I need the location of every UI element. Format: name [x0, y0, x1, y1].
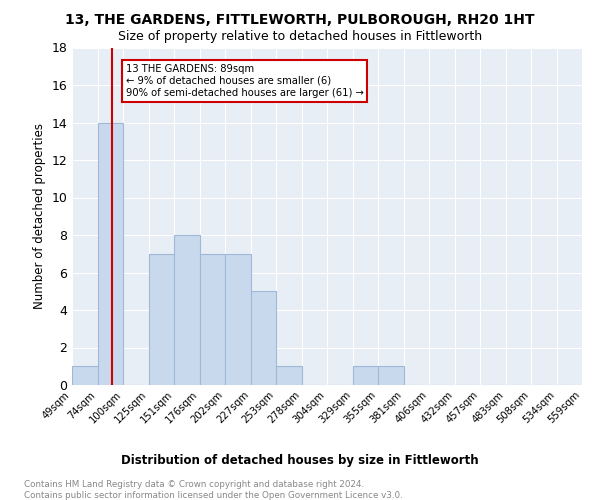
- Bar: [276, 366, 302, 385]
- Bar: [149, 254, 174, 385]
- Text: 13, THE GARDENS, FITTLEWORTH, PULBOROUGH, RH20 1HT: 13, THE GARDENS, FITTLEWORTH, PULBOROUGH…: [65, 12, 535, 26]
- Bar: [174, 235, 199, 385]
- Y-axis label: Number of detached properties: Number of detached properties: [33, 123, 46, 309]
- Bar: [199, 254, 225, 385]
- Bar: [97, 122, 123, 385]
- Text: Contains public sector information licensed under the Open Government Licence v3: Contains public sector information licen…: [24, 491, 403, 500]
- Bar: [251, 291, 276, 385]
- Bar: [378, 366, 404, 385]
- Bar: [72, 366, 97, 385]
- Text: Distribution of detached houses by size in Fittleworth: Distribution of detached houses by size …: [121, 454, 479, 467]
- Text: 13 THE GARDENS: 89sqm
← 9% of detached houses are smaller (6)
90% of semi-detach: 13 THE GARDENS: 89sqm ← 9% of detached h…: [125, 64, 364, 98]
- Bar: [353, 366, 378, 385]
- Text: Contains HM Land Registry data © Crown copyright and database right 2024.: Contains HM Land Registry data © Crown c…: [24, 480, 364, 489]
- Text: Size of property relative to detached houses in Fittleworth: Size of property relative to detached ho…: [118, 30, 482, 43]
- Bar: [225, 254, 251, 385]
